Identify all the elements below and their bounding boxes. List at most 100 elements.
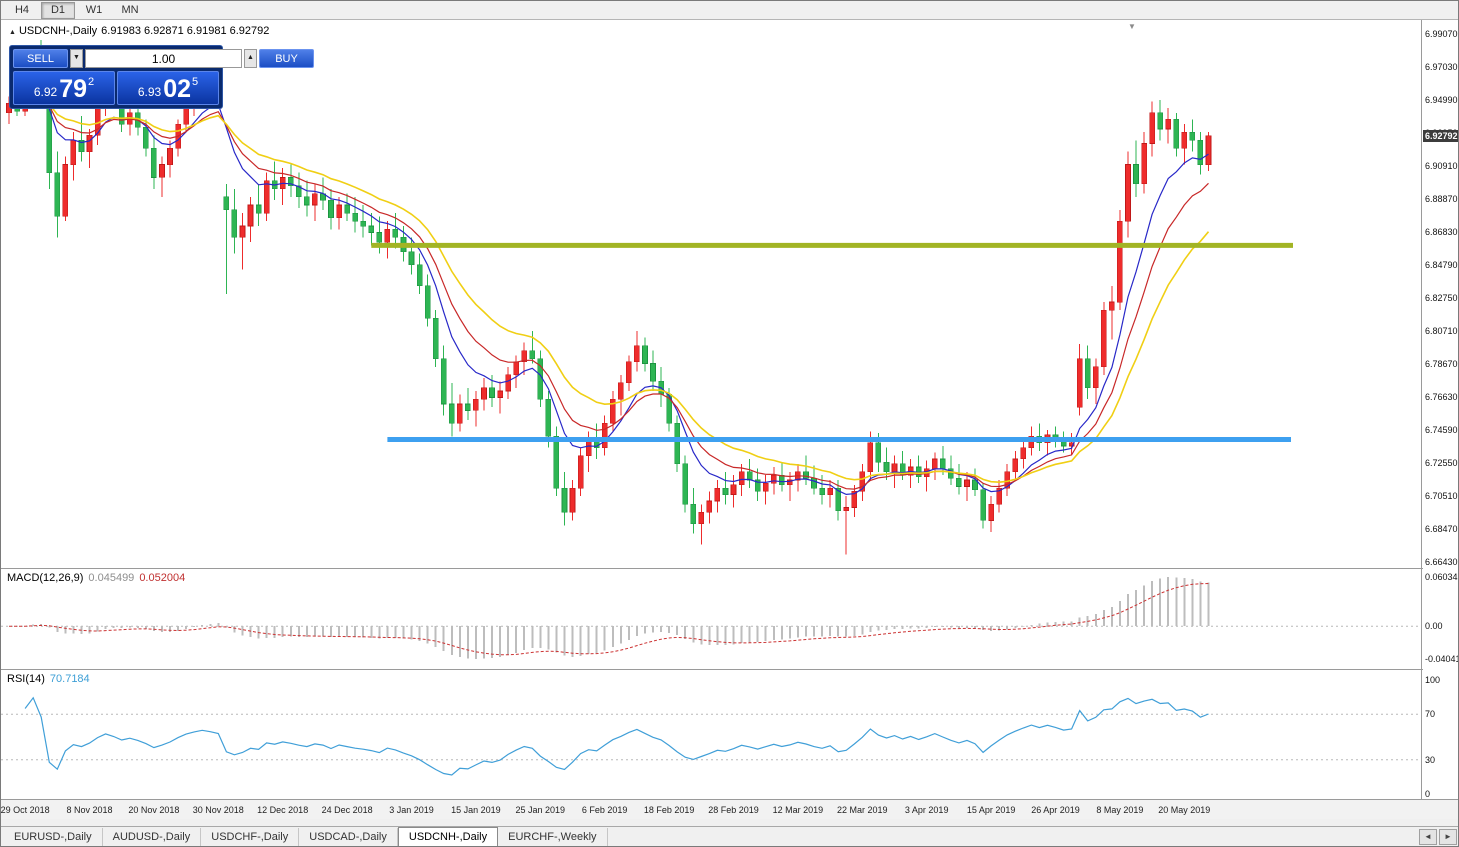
price-axis-label: 6.80710: [1425, 326, 1458, 336]
price-axis[interactable]: 6.990706.970306.949906.929506.909106.888…: [1423, 20, 1459, 799]
sell-price-big: 79: [59, 75, 88, 103]
sell-price-prefix: 6.92: [33, 85, 58, 99]
price-axis-label: 6.99070: [1425, 29, 1458, 39]
price-axis-label: 6.76630: [1425, 392, 1458, 402]
volume-input[interactable]: [85, 49, 242, 68]
price-axis-label: 6.97030: [1425, 62, 1458, 72]
date-axis-label: 20 Nov 2018: [128, 805, 180, 815]
price-axis-label: 6.68470: [1425, 524, 1458, 534]
rsi-axis-label: 70: [1425, 709, 1436, 720]
price-chart[interactable]: [1, 20, 1421, 568]
volume-increase-button[interactable]: ▲: [244, 49, 257, 68]
price-axis-label: 6.70510: [1425, 491, 1458, 501]
price-axis-label: 6.90910: [1425, 161, 1458, 171]
date-axis-label: 12 Dec 2018: [257, 805, 309, 815]
chart-shift-marker[interactable]: ▼: [1128, 22, 1136, 31]
timeframe-button-d1[interactable]: D1: [41, 1, 75, 19]
scroll-strip: [1, 819, 1458, 826]
axis-separator: [1421, 20, 1422, 799]
chart-tab-eurchf[interactable]: EURCHF-,Weekly: [498, 828, 608, 846]
date-axis-label: 26 Apr 2019: [1031, 805, 1080, 815]
macd-label: MACD(12,26,9) 0.045499 0.052004: [7, 572, 190, 584]
price-axis-label: 6.66430: [1425, 557, 1458, 567]
tab-scroll-right-button[interactable]: ►: [1439, 829, 1457, 845]
date-axis-label: 15 Apr 2019: [966, 805, 1016, 815]
price-axis-label: 6.78670: [1425, 359, 1458, 369]
time-axis[interactable]: 29 Oct 2018 8 Nov 2018 20 Nov 2018 30 Nov 2…: [0, 800, 1458, 819]
chart-title: ▲ USDCNH-,Daily 6.91983 6.92871 6.91981 6.…: [9, 25, 273, 37]
price-axis-label: 6.86830: [1425, 227, 1458, 237]
panel-separator[interactable]: [1, 669, 1458, 670]
macd-panel[interactable]: [1, 569, 1421, 669]
date-axis-label: 29 Oct 2018: [0, 805, 50, 815]
buy-button[interactable]: BUY: [259, 49, 314, 68]
chart-symbol-period: USDCNH-,Daily: [18, 25, 98, 37]
timeframe-button-h4[interactable]: H4: [14, 3, 30, 16]
date-axis-label: 30 Nov 2018: [192, 805, 244, 815]
sell-price-button[interactable]: 6.92 79 2: [13, 71, 115, 105]
current-price-badge: 6.92792: [1423, 129, 1458, 142]
buy-price-button[interactable]: 6.93 02 5: [117, 71, 219, 105]
price-axis-label: 6.74590: [1425, 425, 1458, 435]
rsi-axis-label: 30: [1425, 754, 1436, 765]
buy-price-pip: 5: [192, 76, 199, 88]
price-axis-label: 6.82750: [1425, 293, 1458, 303]
rsi-panel[interactable]: [1, 670, 1421, 799]
date-axis-label: 3 Jan 2019: [389, 805, 434, 815]
ma-mid-line: [8, 93, 1209, 490]
date-axis-label: 20 May 2019: [1158, 805, 1211, 815]
date-axis-label: 6 Feb 2019: [581, 805, 628, 815]
date-axis-label: 8 May 2019: [1096, 805, 1144, 815]
sell-price-pip: 2: [88, 76, 95, 88]
chart-tab-usdchf[interactable]: USDCHF-,Daily: [201, 828, 300, 846]
timeframe-button-mn[interactable]: MN: [121, 3, 139, 16]
date-axis-label: 15 Jan 2019: [451, 805, 501, 815]
date-axis-label: 22 Mar 2019: [837, 805, 888, 815]
macd-histogram: [16, 577, 1210, 659]
rsi-axis-label: 100: [1425, 675, 1441, 685]
macd-main-value: 0.045499: [88, 572, 135, 584]
timeframe-toolbar: H4 D1 W1 MN: [1, 1, 1458, 20]
sell-button[interactable]: SELL: [13, 49, 68, 68]
macd-signal-value: 0.052004: [139, 572, 186, 584]
rsi-value: 70.7184: [49, 673, 90, 685]
date-axis-label: 25 Jan 2019: [515, 805, 566, 815]
chart-tab-audusd[interactable]: AUDUSD-,Daily: [103, 828, 202, 846]
date-axis-label: 18 Feb 2019: [643, 805, 695, 815]
volume-decrease-button[interactable]: ▼: [70, 49, 83, 68]
rsi-name: RSI(14): [7, 673, 45, 685]
date-axis-label: 8 Nov 2018: [66, 805, 113, 815]
price-axis-label: 6.88870: [1425, 194, 1458, 204]
date-axis-label: 3 Apr 2019: [904, 805, 949, 815]
one-click-trading-panel: SELL ▼ ▲ BUY 6.92 79 2 6.93 02 5: [9, 45, 314, 109]
chart-tab-usdcad[interactable]: USDCAD-,Daily: [299, 828, 398, 846]
timeframe-button-w1[interactable]: W1: [85, 3, 103, 16]
macd-name: MACD(12,26,9): [7, 572, 84, 584]
macd-axis-label: -0.04041: [1425, 654, 1459, 664]
price-axis-label: 6.84790: [1425, 260, 1458, 270]
date-axis-label: 28 Feb 2019: [708, 805, 759, 815]
chart-tab-eurusd[interactable]: EURUSD-,Daily: [4, 828, 103, 846]
one-click-toggle-icon[interactable]: ▲: [9, 29, 16, 36]
tab-scroll-left-button[interactable]: ◄: [1419, 829, 1437, 845]
tab-scroll-buttons: ◄ ►: [1419, 829, 1457, 846]
date-axis-label: 24 Dec 2018: [321, 805, 373, 815]
buy-price-prefix: 6.93: [137, 85, 162, 99]
rsi-axis-label: 0: [1425, 789, 1431, 799]
macd-axis-label: 0.00: [1425, 621, 1443, 632]
macd-axis-label: 0.060342: [1425, 572, 1459, 582]
panel-separator[interactable]: [1, 568, 1458, 569]
price-axis-label: 6.94990: [1425, 95, 1458, 105]
panel-separator: [1, 799, 1458, 800]
rsi-line: [24, 696, 1209, 776]
date-axis-label: 12 Mar 2019: [772, 805, 824, 815]
buy-price-big: 02: [163, 75, 192, 103]
rsi-label: RSI(14) 70.7184: [7, 673, 95, 685]
ma-slow-line: [8, 96, 1210, 484]
macd-signal-line: [8, 583, 1209, 656]
chart-tab-usdcnh[interactable]: USDCNH-,Daily: [397, 827, 499, 846]
price-axis-label: 6.72550: [1425, 458, 1458, 468]
chart-tab-bar: EURUSD-,Daily AUDUSD-,Daily USDCHF-,Daily U…: [1, 826, 1458, 846]
chart-ohlc-values: 6.91983 6.92871 6.91981 6.92792: [101, 25, 270, 37]
